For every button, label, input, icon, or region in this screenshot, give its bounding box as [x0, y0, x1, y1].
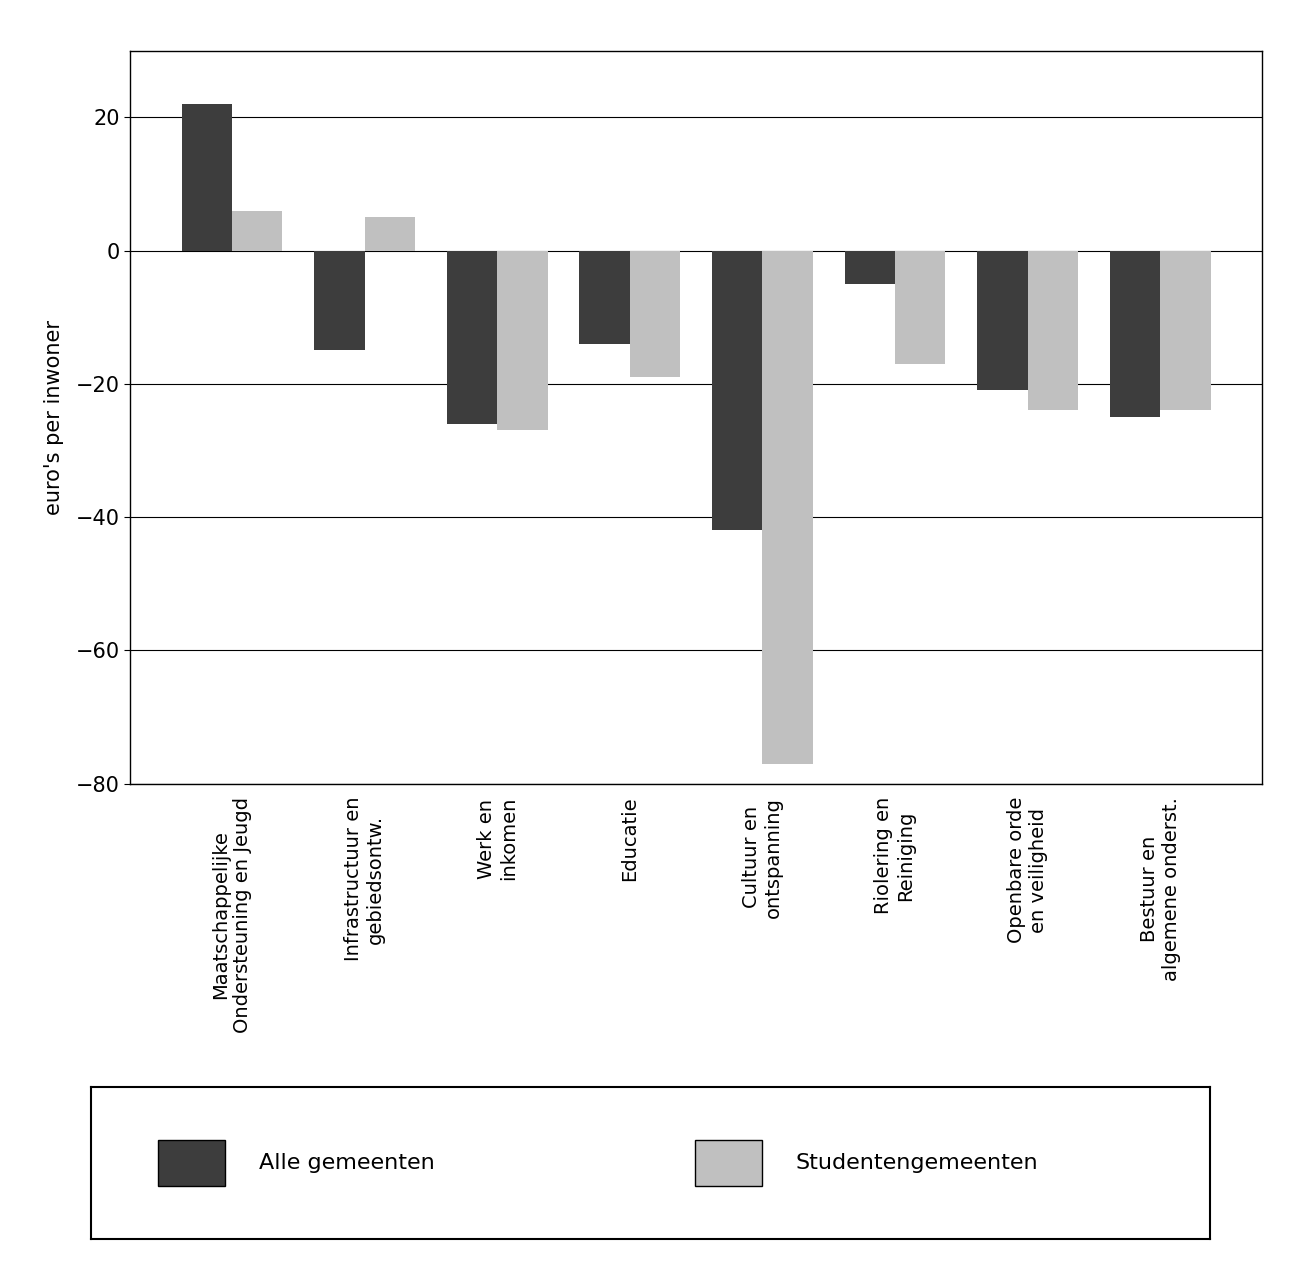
Bar [630, 250, 680, 377]
Text: Alle gemeenten: Alle gemeenten [259, 1153, 435, 1173]
Bar [1028, 250, 1079, 411]
Bar [579, 250, 630, 344]
Bar [712, 250, 762, 531]
Bar [364, 217, 415, 250]
Bar [895, 250, 946, 364]
Bar [232, 211, 282, 250]
Text: Studentengemeenten: Studentengemeenten [796, 1153, 1038, 1173]
Bar [1160, 250, 1210, 411]
Y-axis label: euro's per inwoner: euro's per inwoner [44, 320, 65, 514]
Bar [1110, 250, 1160, 417]
FancyBboxPatch shape [695, 1140, 762, 1186]
Bar [762, 250, 813, 763]
Bar [977, 250, 1028, 391]
Bar [446, 250, 497, 423]
FancyBboxPatch shape [159, 1140, 225, 1186]
Bar [844, 250, 895, 284]
Bar [182, 104, 232, 250]
Bar [314, 250, 364, 350]
Bar [497, 250, 548, 431]
